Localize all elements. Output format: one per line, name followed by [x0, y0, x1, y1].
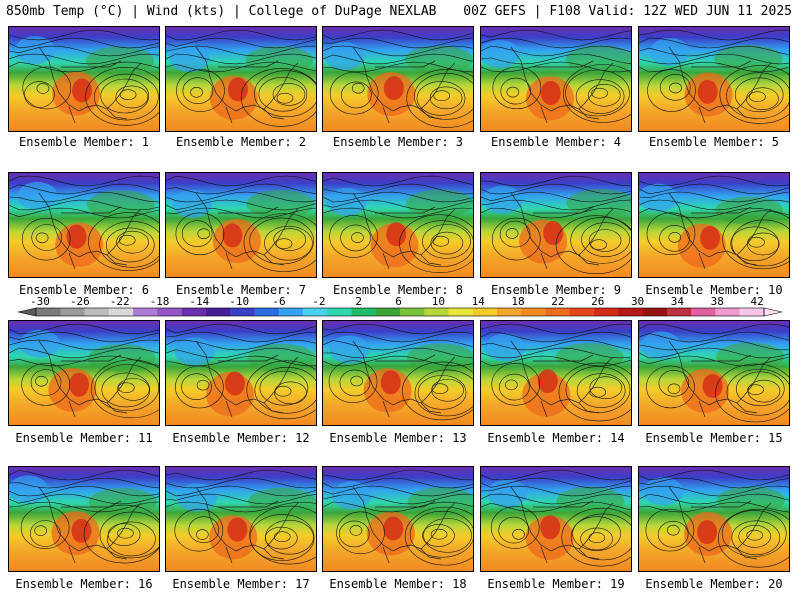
colorbar-swatch [84, 308, 110, 316]
ensemble-member-map [322, 320, 474, 426]
colorbar-tick-label: 38 [711, 296, 724, 308]
colorbar-swatch [302, 308, 328, 316]
ensemble-member-map [165, 466, 317, 572]
colorbar-tick-label: 42 [750, 296, 763, 308]
ensemble-member-label: Ensemble Member: 17 [172, 577, 310, 591]
ensemble-member-map [8, 172, 160, 278]
colorbar-high-arrow [763, 307, 783, 317]
ensemble-member-map [165, 26, 317, 132]
ensemble-member-label: Ensemble Member: 20 [645, 577, 783, 591]
colorbar-swatch [157, 308, 182, 316]
colorbar-tick-label: 30 [631, 296, 644, 308]
colorbar-tick-label: 2 [355, 296, 362, 308]
colorbar-tick-label: -22 [110, 296, 130, 308]
colorbar-swatch [618, 308, 643, 316]
ensemble-member-label: Ensemble Member: 1 [18, 135, 150, 149]
colorbar-swatch [666, 308, 692, 316]
ensemble-member-map [480, 172, 632, 278]
colorbar-swatch [642, 308, 668, 316]
colorbar-swatch [108, 308, 134, 316]
colorbar-tick-label: 10 [432, 296, 445, 308]
colorbar-swatch [327, 308, 352, 316]
temperature-colorbar: -30 -26 -22 -18 -14 -10 -6 -2 2 6 10 14 18 22 26 30 34 38… [17, 296, 783, 317]
ensemble-member-label: Ensemble Member: 5 [648, 135, 780, 149]
colorbar-swatch [181, 308, 207, 316]
colorbar-tick-label: -18 [150, 296, 170, 308]
colorbar-tick-label: 34 [671, 296, 685, 308]
colorbar-tick-label: -10 [229, 296, 249, 308]
colorbar-swatch [569, 308, 595, 316]
ensemble-member-label: Ensemble Member: 16 [15, 577, 153, 591]
ensemble-member-map [8, 26, 160, 132]
ensemble-member-label: Ensemble Member: 13 [329, 431, 467, 445]
colorbar-frame [35, 307, 765, 317]
ensemble-member-map [322, 172, 474, 278]
ensemble-member-label: Ensemble Member: 9 [490, 283, 622, 297]
colorbar-swatch [448, 308, 474, 316]
colorbar-swatch [36, 308, 61, 316]
colorbar-tick-label: 26 [591, 296, 604, 308]
ensemble-member-label: Ensemble Member: 2 [175, 135, 307, 149]
ensemble-member-label: Ensemble Member: 3 [332, 135, 464, 149]
colorbar-swatch [254, 308, 279, 316]
ensemble-member-map [322, 466, 474, 572]
ensemble-member-label: Ensemble Member: 14 [487, 431, 625, 445]
colorbar-low-arrow [17, 307, 37, 317]
ensemble-member-map [165, 172, 317, 278]
colorbar-swatch [521, 308, 546, 316]
ensemble-member-map [165, 320, 317, 426]
colorbar-swatch [594, 308, 619, 316]
ensemble-member-label: Ensemble Member: 11 [15, 431, 153, 445]
colorbar-swatch [375, 308, 401, 316]
colorbar-tick-label: -2 [312, 296, 325, 308]
colorbar-swatch [472, 308, 498, 316]
colorbar-tick-label: 22 [551, 296, 564, 308]
ensemble-member-map [322, 26, 474, 132]
colorbar-tick-label: 6 [395, 296, 402, 308]
ensemble-member-map [638, 466, 790, 572]
ensemble-member-label: Ensemble Member: 12 [172, 431, 310, 445]
colorbar-tick-label: -26 [70, 296, 90, 308]
ensemble-member-map [480, 466, 632, 572]
ensemble-member-map [8, 466, 160, 572]
colorbar-swatch [133, 308, 158, 316]
ensemble-member-label: Ensemble Member: 19 [487, 577, 625, 591]
colorbar-swatch [424, 308, 449, 316]
ensemble-member-map [480, 26, 632, 132]
ensemble-member-map [480, 320, 632, 426]
run-valid-time: 00Z GEFS | F108 Valid: 12Z WED JUN 11 20… [463, 4, 792, 19]
colorbar-tick-label: -6 [272, 296, 285, 308]
ensemble-member-map [638, 320, 790, 426]
colorbar-swatch [715, 308, 741, 316]
colorbar-swatch [691, 308, 716, 316]
colorbar-swatch [60, 308, 85, 316]
colorbar-swatch [278, 308, 304, 316]
ensemble-member-label: Ensemble Member: 18 [329, 577, 467, 591]
colorbar-swatch [230, 308, 255, 316]
ensemble-member-map [8, 320, 160, 426]
ensemble-member-map [638, 26, 790, 132]
colorbar-swatch [205, 308, 231, 316]
ensemble-member-label: Ensemble Member: 6 [18, 283, 150, 297]
colorbar-swatch [739, 308, 765, 316]
colorbar-swatch [351, 308, 377, 316]
map-title: 850mb Temp (°C) | Wind (kts) | College o… [6, 4, 437, 19]
ensemble-member-label: Ensemble Member: 10 [645, 283, 783, 297]
colorbar-swatch [545, 308, 571, 316]
colorbar-tick-label: -14 [189, 296, 209, 308]
colorbar-swatch [400, 308, 425, 316]
ensemble-member-label: Ensemble Member: 15 [645, 431, 783, 445]
ensemble-member-label: Ensemble Member: 8 [332, 283, 464, 297]
colorbar-tick-label: -30 [30, 296, 50, 308]
colorbar-tick-label: 14 [472, 296, 486, 308]
colorbar-tick-label: 18 [511, 296, 524, 308]
colorbar-swatch [497, 308, 522, 316]
ensemble-member-label: Ensemble Member: 4 [490, 135, 622, 149]
ensemble-member-label: Ensemble Member: 7 [175, 283, 307, 297]
ensemble-member-map [638, 172, 790, 278]
